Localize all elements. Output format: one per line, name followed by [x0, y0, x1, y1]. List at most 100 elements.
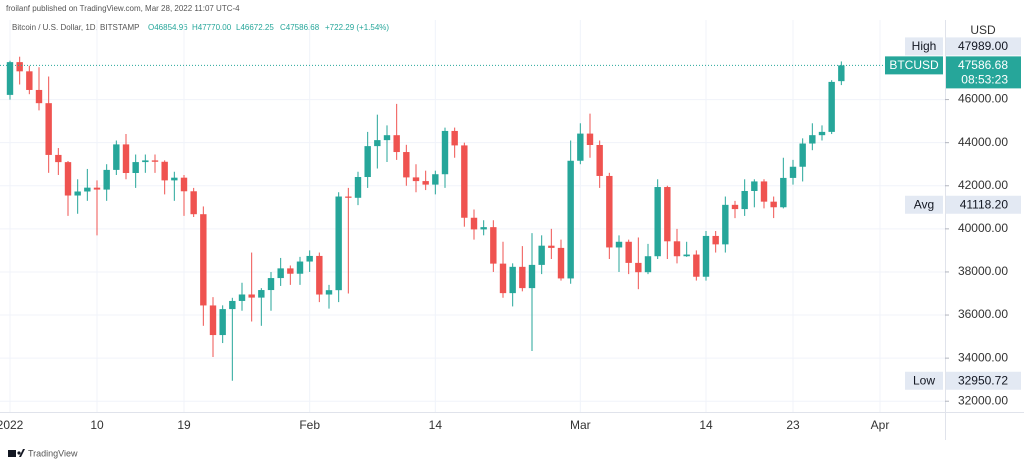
- candle-body: [828, 81, 835, 132]
- marker-name-box: [905, 371, 943, 390]
- candle: [538, 235, 545, 275]
- candle: [586, 113, 594, 158]
- candle: [161, 160, 168, 195]
- candle: [354, 171, 362, 206]
- candle: [693, 250, 700, 281]
- candle-body: [200, 214, 207, 306]
- candle: [248, 252, 255, 322]
- y-tick-label: 46000.00: [958, 92, 1008, 106]
- candle: [171, 171, 178, 201]
- candle: [770, 196, 777, 219]
- candle: [393, 103, 400, 160]
- candle: [122, 134, 130, 180]
- candle-body: [74, 191, 81, 196]
- marker-value: 41118.20: [960, 197, 1009, 211]
- candle-body: [26, 71, 33, 90]
- candle-body: [548, 245, 555, 248]
- candle-body: [809, 135, 816, 144]
- candle-body: [499, 263, 507, 294]
- candle-body: [702, 235, 710, 277]
- candle: [751, 179, 758, 208]
- ohlc-low: L46672.25: [236, 23, 274, 32]
- y-tick-label: 32000.00: [958, 393, 1008, 407]
- y-tick-label: 38000.00: [958, 264, 1008, 278]
- candle: [635, 237, 642, 290]
- candle-body: [335, 196, 342, 291]
- candle: [432, 170, 439, 195]
- candle: [267, 271, 275, 311]
- candle: [828, 80, 835, 135]
- candle-body: [799, 143, 806, 167]
- candle-body: [635, 262, 642, 273]
- candle: [325, 284, 333, 309]
- candle-body: [480, 227, 487, 230]
- candle: [200, 206, 207, 326]
- candle-body: [151, 160, 159, 162]
- ohlc-change: +722.29 (+1.54%): [325, 23, 389, 32]
- candle-body: [644, 256, 652, 273]
- candle-body: [741, 190, 748, 210]
- candle-body: [345, 196, 352, 198]
- candle: [6, 60, 14, 100]
- candle-body: [103, 169, 110, 190]
- candle-body: [654, 187, 661, 257]
- candle-body: [490, 227, 497, 264]
- candle-body: [258, 290, 265, 298]
- candle-body: [161, 161, 168, 181]
- candle: [615, 235, 623, 272]
- candle-body: [519, 266, 526, 289]
- candle: [403, 144, 410, 186]
- candle-body: [586, 133, 594, 145]
- candle: [596, 140, 603, 188]
- candle-body: [441, 130, 449, 175]
- marker-name: Avg: [914, 197, 934, 211]
- candle: [383, 125, 391, 163]
- candle: [132, 154, 139, 188]
- candle-body: [354, 177, 362, 198]
- candle: [625, 239, 632, 275]
- marker-name: High: [912, 39, 937, 53]
- candle-body: [615, 241, 623, 248]
- candle-body: [664, 187, 671, 242]
- candle-body: [113, 144, 120, 170]
- candle: [93, 180, 101, 236]
- candle: [103, 164, 110, 201]
- candle-body: [84, 187, 91, 192]
- candle-body: [412, 177, 420, 182]
- candle: [654, 179, 661, 260]
- candle-body: [296, 261, 304, 274]
- candle-body: [122, 144, 130, 174]
- candle-body: [780, 177, 787, 208]
- currency: USD: [970, 23, 996, 37]
- marker-value-box: [946, 56, 1021, 89]
- grid: [0, 20, 945, 412]
- x-tick-label: Apr: [871, 418, 890, 432]
- marker-name-box: [905, 37, 943, 56]
- candle: [364, 131, 371, 188]
- candle-body: [770, 201, 777, 208]
- candle-body: [35, 89, 43, 104]
- candle: [461, 142, 468, 227]
- candle-body: [132, 162, 139, 174]
- candle: [26, 65, 33, 95]
- candle-body: [789, 166, 797, 178]
- candle: [470, 209, 478, 240]
- candle-body: [683, 254, 690, 257]
- ohlc-open: O46854.96: [148, 23, 188, 32]
- candle: [789, 159, 797, 185]
- candle-body: [277, 268, 284, 279]
- candle: [16, 56, 23, 85]
- candle-body: [219, 309, 226, 336]
- marker-value-box: [946, 195, 1021, 214]
- candle: [238, 282, 246, 311]
- candle: [229, 297, 236, 381]
- candle: [818, 125, 826, 141]
- candle: [209, 297, 217, 358]
- ohlc-close: C47586.68: [280, 23, 320, 32]
- candle: [731, 200, 739, 219]
- candle-body: [267, 278, 275, 291]
- candle: [55, 148, 62, 175]
- candle: [35, 67, 43, 111]
- candle-body: [209, 305, 217, 336]
- candle-body: [673, 241, 681, 257]
